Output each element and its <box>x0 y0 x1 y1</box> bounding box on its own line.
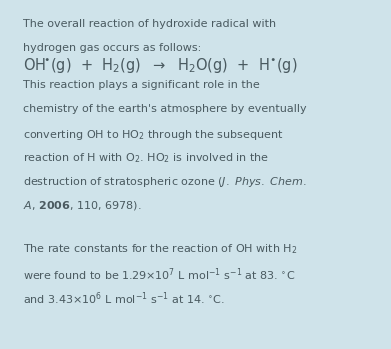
Text: The rate constants for the reaction of OH with H$_2$: The rate constants for the reaction of O… <box>23 243 298 257</box>
Text: This reaction plays a significant role in the: This reaction plays a significant role i… <box>23 80 260 90</box>
Text: OH$\!^{\bullet}$(g)  +  H$_2$(g)  $\rightarrow$  H$_2$O(g)  +  H$^{\bullet}$(g): OH$\!^{\bullet}$(g) + H$_2$(g) $\rightar… <box>23 56 298 75</box>
Text: and 3.43$\times$10$^6$ L mol$^{-1}$ s$^{-1}$ at 14. $^{\circ}$C.: and 3.43$\times$10$^6$ L mol$^{-1}$ s$^{… <box>23 290 226 307</box>
Text: chemistry of the earth's atmosphere by eventually: chemistry of the earth's atmosphere by e… <box>23 104 307 114</box>
Text: hydrogen gas occurs as follows:: hydrogen gas occurs as follows: <box>23 43 202 53</box>
Text: $\it{A}$, $\mathbf{2006}$, $\it{110}$, 6978).: $\it{A}$, $\mathbf{2006}$, $\it{110}$, 6… <box>23 199 142 212</box>
Text: were found to be 1.29$\times$10$^7$ L mol$^{-1}$ s$^{-1}$ at 83. $^{\circ}$C: were found to be 1.29$\times$10$^7$ L mo… <box>23 266 296 283</box>
Text: reaction of H with O$_2$. HO$_2$ is involved in the: reaction of H with O$_2$. HO$_2$ is invo… <box>23 151 270 165</box>
Text: The overall reaction of hydroxide radical with: The overall reaction of hydroxide radica… <box>23 19 276 29</box>
Text: destruction of stratospheric ozone ($\it{J.\ Phys.\ Chem.}$: destruction of stratospheric ozone ($\it… <box>23 175 307 189</box>
Text: converting OH to HO$_2$ through the subsequent: converting OH to HO$_2$ through the subs… <box>23 128 284 142</box>
